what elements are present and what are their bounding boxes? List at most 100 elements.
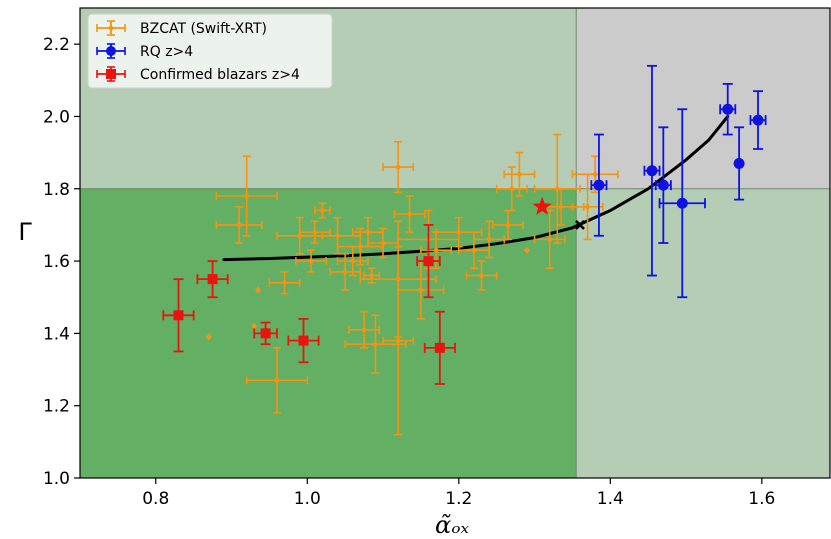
marker — [646, 165, 658, 177]
series-0-point-18 — [348, 310, 381, 349]
model-curve-layer — [222, 115, 730, 262]
series-0 — [205, 133, 619, 436]
cross-marker-stroke — [575, 220, 585, 230]
series-0-point-3 — [251, 322, 258, 330]
series-0-point-23 — [382, 245, 415, 436]
series-0-point-13 — [336, 245, 369, 277]
series-1-point-1 — [643, 64, 661, 277]
series-0-point-5 — [245, 347, 309, 414]
series-2 — [162, 224, 456, 385]
series-2-point-0 — [162, 278, 195, 353]
marker — [558, 203, 565, 211]
series-0-point-36 — [533, 209, 566, 270]
series-0-point-1 — [215, 206, 263, 244]
marker — [298, 335, 309, 346]
plot-frame — [79, 7, 831, 479]
series-0-point-17 — [367, 227, 399, 259]
marker — [592, 170, 599, 178]
y-tick-label: 1.6 — [43, 252, 70, 272]
series-2-point-3 — [287, 318, 320, 364]
series-0-point-30 — [473, 220, 506, 259]
marker — [243, 192, 250, 200]
marker — [380, 239, 387, 247]
marker — [417, 286, 424, 294]
marker — [523, 246, 530, 254]
special-markers-layer — [532, 196, 585, 230]
x-tick-label: 1.4 — [597, 489, 624, 509]
marker — [478, 272, 485, 280]
marker — [342, 268, 349, 276]
marker — [273, 376, 280, 384]
marker — [423, 256, 434, 267]
x-tick-label: 1.0 — [294, 489, 321, 509]
y-tick-label: 1.8 — [43, 180, 70, 200]
model-curve — [222, 115, 730, 262]
marker — [236, 221, 243, 229]
series-1-point-3 — [658, 108, 706, 299]
marker — [676, 197, 688, 209]
marker — [516, 170, 523, 178]
marker — [395, 163, 402, 171]
legend: BZCAT (Swift-XRT) RQ z>4 Confirmed blazars… — [87, 13, 333, 89]
series-2-point-5 — [423, 310, 456, 385]
marker — [505, 221, 512, 229]
marker — [207, 274, 218, 285]
marker — [584, 203, 591, 211]
series-0-point-8 — [314, 202, 331, 219]
marker — [455, 228, 462, 236]
marker — [372, 340, 379, 348]
marker — [357, 243, 364, 251]
y-tick-label: 1.0 — [43, 469, 70, 489]
series-2-point-1 — [196, 260, 229, 299]
series-0-point-2 — [255, 286, 262, 294]
series-1-point-0 — [590, 133, 608, 237]
marker — [486, 235, 493, 243]
marker — [752, 114, 764, 126]
marker — [657, 179, 669, 191]
marker — [434, 342, 445, 353]
series-2-point-2 — [253, 321, 278, 346]
series-0-point-0 — [215, 155, 278, 237]
legend-box — [87, 13, 333, 89]
legend-label: Confirmed blazars z>4 — [140, 67, 300, 83]
marker — [281, 279, 288, 287]
series-0-point-4 — [205, 333, 212, 341]
region-high-alpha-low-gamma — [576, 188, 830, 478]
series-1-point-4 — [719, 83, 737, 136]
series-0-point-12 — [329, 253, 362, 291]
marker — [334, 232, 341, 240]
series-0-point-6 — [268, 271, 301, 295]
legend-entry-1: RQ z>4 — [96, 43, 193, 60]
legend-label: RQ z>4 — [140, 44, 193, 60]
y-tick-label: 1.4 — [43, 324, 70, 344]
legend-marker — [108, 24, 114, 32]
series-0-point-29 — [465, 260, 498, 291]
x-tick-label: 0.8 — [142, 489, 169, 509]
star-marker — [532, 196, 552, 215]
x-tick-label: 1.6 — [748, 489, 775, 509]
legend-marker — [106, 46, 116, 56]
axes: 0.8 1.0 1.2 1.4 1.6 1.0 1.2 1.4 1.6 1.8 2.0 2.2 — [43, 35, 775, 509]
series-1 — [590, 64, 767, 299]
marker — [733, 157, 745, 169]
marker — [173, 310, 184, 321]
y-axis-label: Γ — [18, 218, 32, 246]
data-points-layer — [162, 64, 767, 436]
region-high-alpha-high-gamma — [576, 8, 830, 189]
series-2-point-4 — [416, 224, 441, 299]
y-tick-label: 1.2 — [43, 397, 70, 417]
marker — [546, 235, 553, 243]
x-tick-label: 1.2 — [445, 489, 472, 509]
marker — [470, 246, 477, 254]
legend-entry-2: Confirmed blazars z>4 — [96, 66, 300, 83]
series-0-point-34 — [523, 246, 530, 254]
series-0-point-21 — [393, 195, 426, 233]
legend-entry-0: BZCAT (Swift-XRT) — [96, 20, 267, 37]
marker — [508, 185, 515, 193]
series-1-point-2 — [654, 126, 672, 244]
background-regions — [80, 8, 830, 478]
legend-marker — [106, 69, 116, 79]
series-1-point-5 — [733, 126, 745, 201]
marker — [368, 272, 375, 280]
